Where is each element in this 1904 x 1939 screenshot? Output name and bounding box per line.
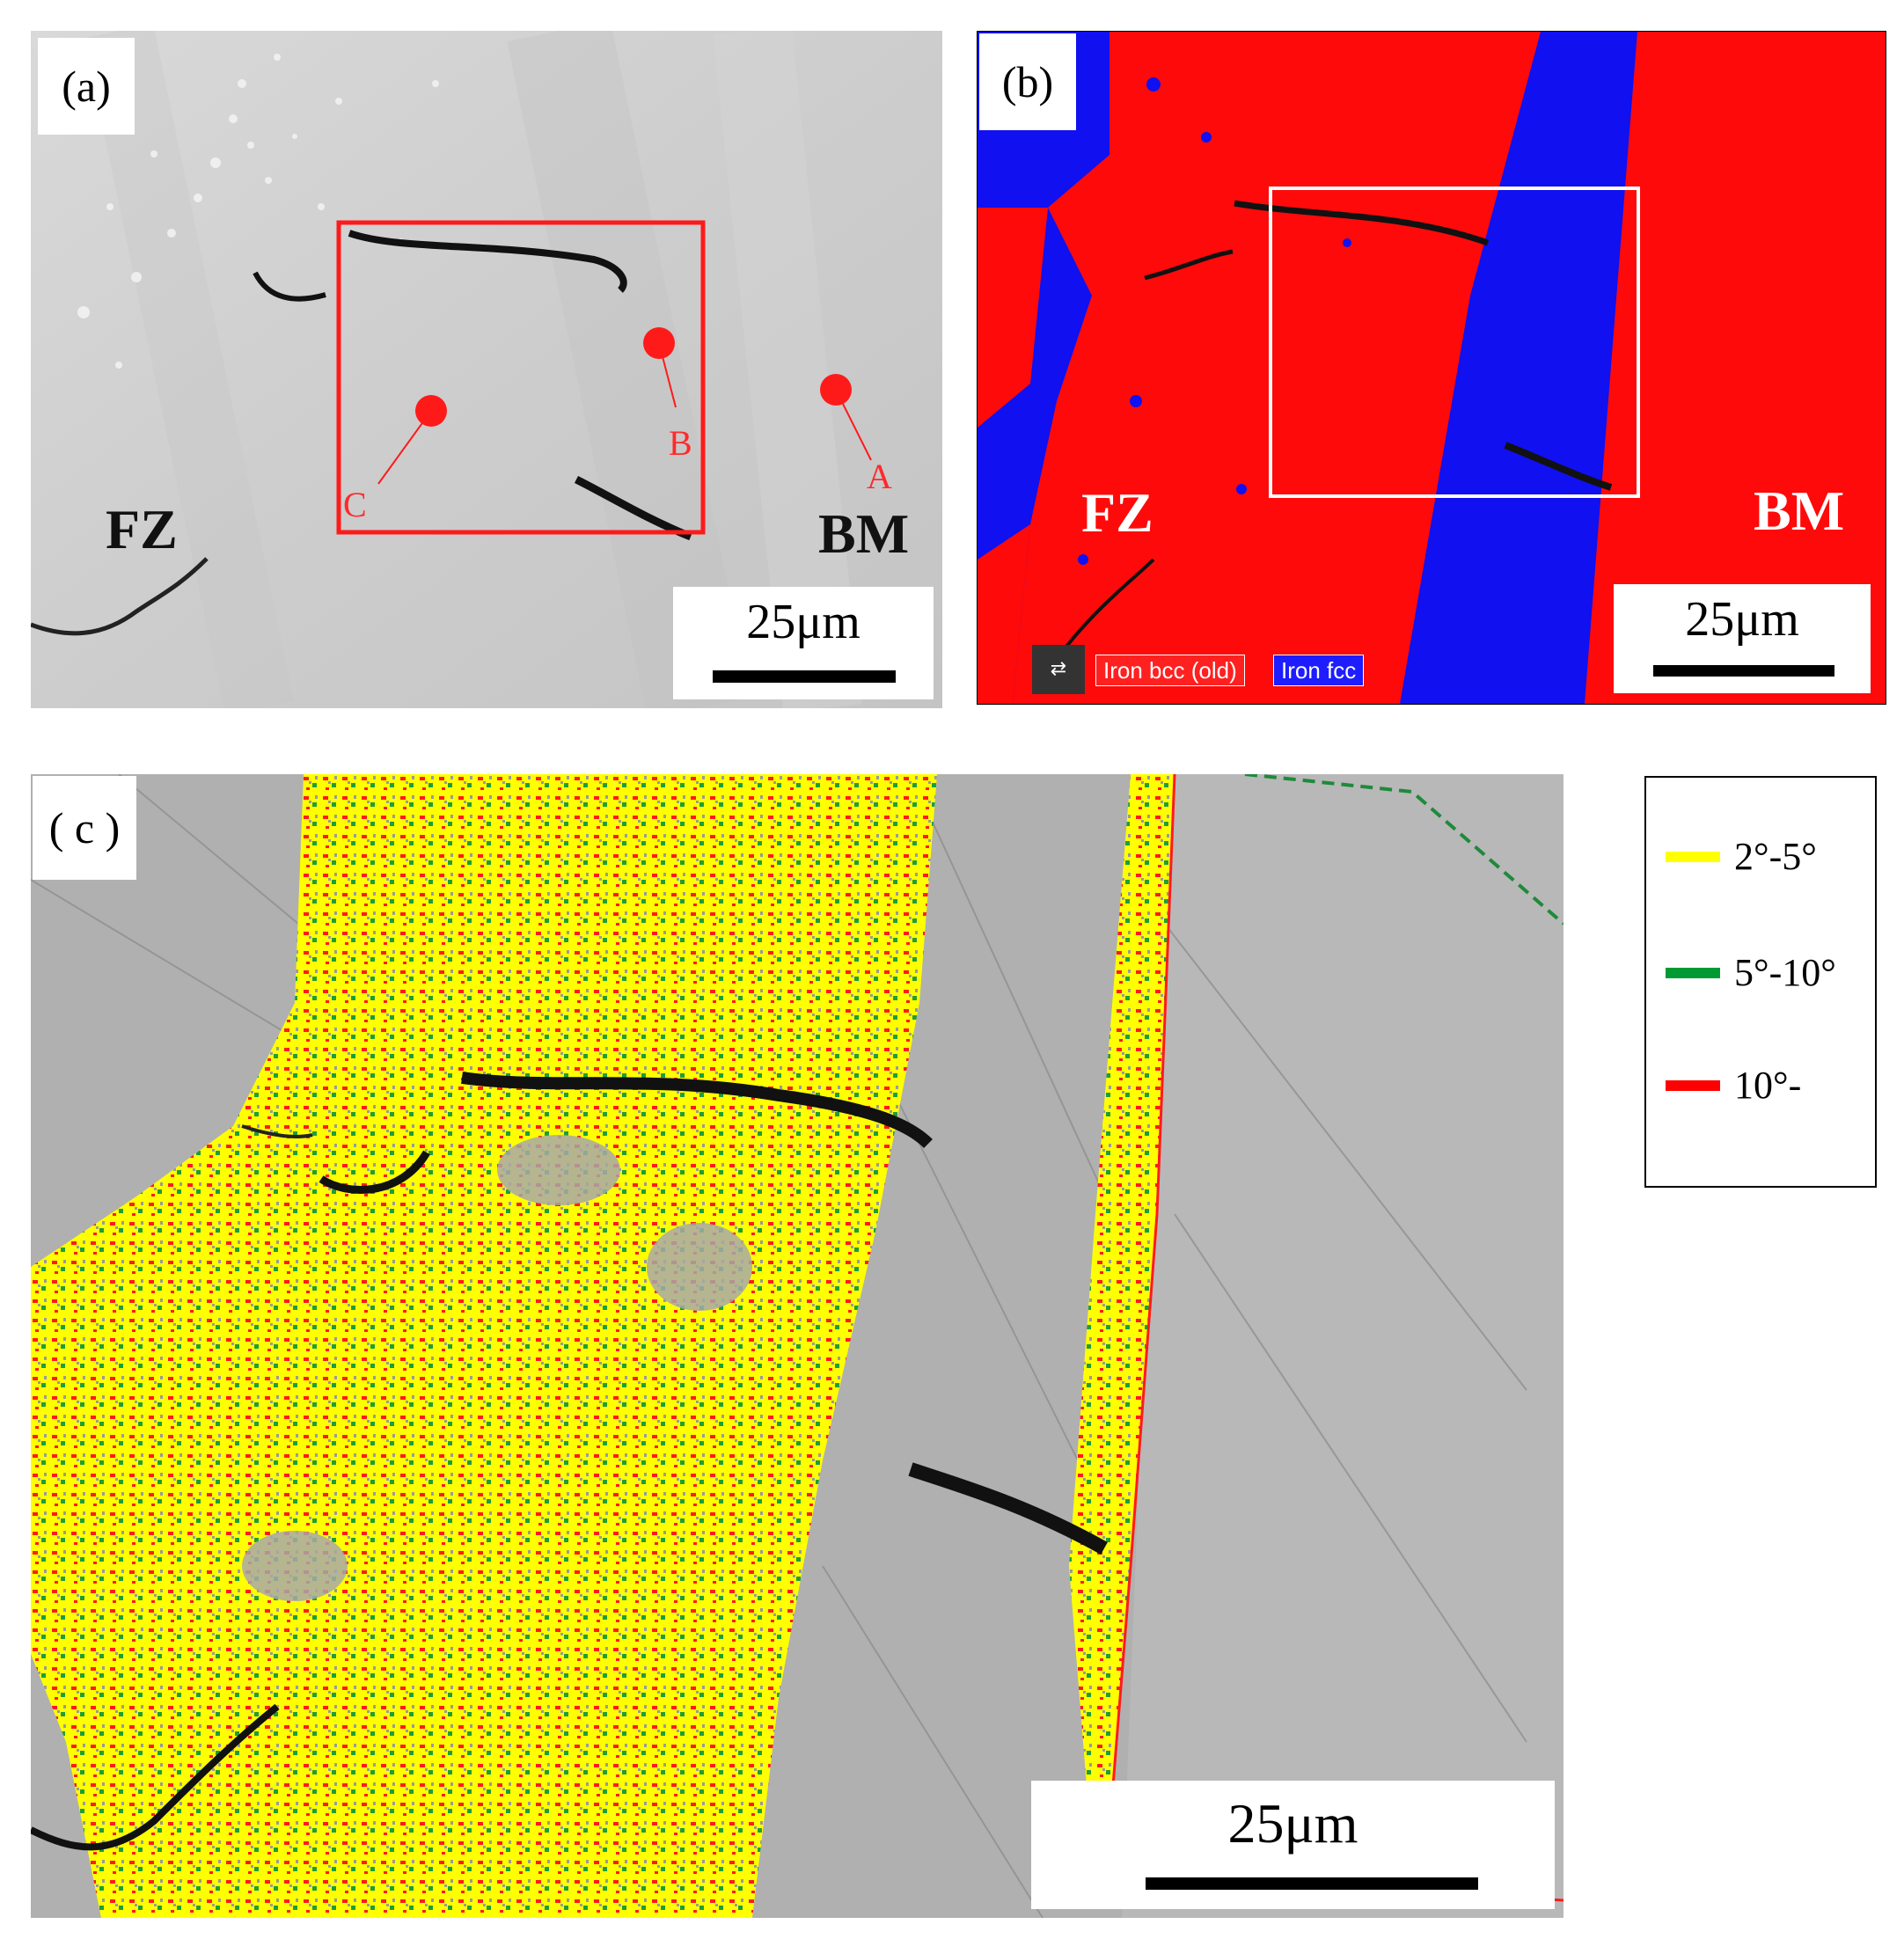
phase-chip-bcc: Iron bcc (old) [1095, 655, 1245, 686]
panel-b-scale-text: 25μm [1685, 592, 1799, 647]
panel-a-scale-text: 25μm [746, 595, 860, 649]
panel-a-sem-image: (a) A B C FZ BM 25μm [31, 31, 942, 708]
panel-c-micrograph [31, 774, 1563, 1918]
panel-b-scale-box: 25μm [1614, 584, 1871, 693]
misorientation-legend: 2°-5° 5°-10° 10°- [1644, 776, 1877, 1188]
panel-a-scale-box: 25μm [673, 587, 934, 699]
panel-a-micrograph [31, 31, 942, 708]
panel-c-scale-text: 25μm [1227, 1792, 1358, 1855]
panel-a-zone-bm: BM [818, 502, 910, 565]
panel-b-label: (b) [979, 33, 1076, 130]
panel-b-zone-fz: FZ [1081, 481, 1153, 544]
point-a-label: A [867, 457, 892, 496]
point-b-label: B [669, 423, 692, 463]
panel-c-scale-box: 25μm [1031, 1781, 1555, 1909]
panel-c-label: ( c ) [33, 776, 136, 880]
panel-a-scale-bar [713, 670, 896, 683]
phase-chip-fcc: Iron fcc [1273, 655, 1365, 686]
legend-text: 10°- [1734, 1064, 1802, 1107]
legend-swatch [1666, 1080, 1720, 1091]
panel-a-zone-fz: FZ [106, 498, 178, 560]
panel-c-scale-bar [1146, 1877, 1478, 1890]
legend-item-10: 10°- [1646, 1059, 1875, 1112]
point-c-label: C [343, 485, 367, 524]
axis-icon: ⇄ [1032, 645, 1085, 694]
legend-text: 5°-10° [1734, 951, 1836, 994]
legend-item-2-5: 2°-5° [1646, 830, 1875, 883]
panel-b-scale-bar [1653, 665, 1834, 677]
panel-b-zone-bm: BM [1754, 479, 1845, 542]
legend-swatch [1666, 852, 1720, 862]
panel-a-label: (a) [38, 38, 135, 135]
panel-c-misorientation-map: ( c ) 25μm [31, 774, 1563, 1918]
legend-item-5-10: 5°-10° [1646, 947, 1875, 999]
legend-text: 2°-5° [1734, 835, 1817, 878]
panel-b-phase-map: (b) FZ BM ⇄ Iron bcc (old) Iron fcc 25μm [977, 31, 1886, 705]
legend-swatch [1666, 968, 1720, 978]
